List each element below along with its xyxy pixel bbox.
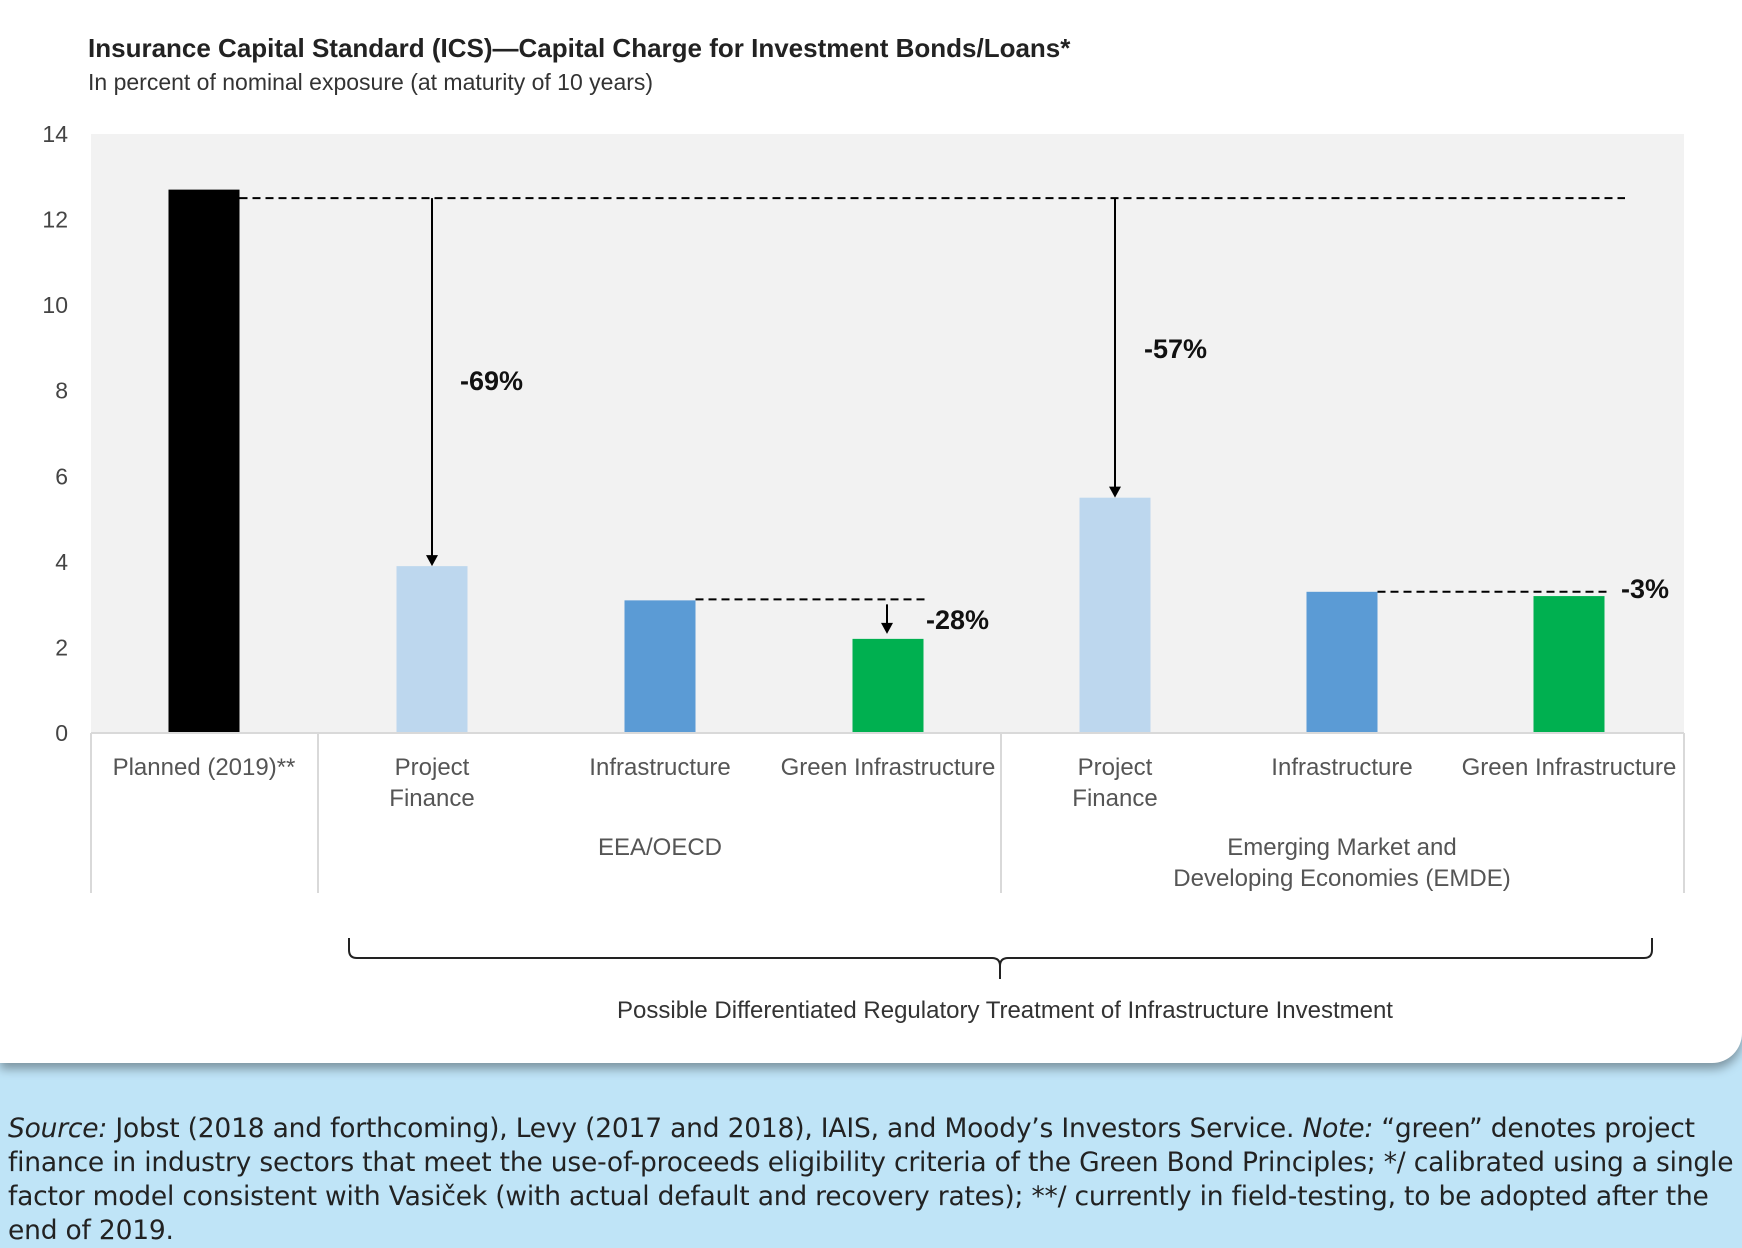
y-tick-label: 12 bbox=[42, 207, 68, 233]
annotation-label: -57% bbox=[1144, 334, 1207, 364]
bar bbox=[396, 566, 468, 733]
bracket-label: Possible Differentiated Regulatory Treat… bbox=[617, 997, 1393, 1024]
annotation-label: -28% bbox=[926, 605, 989, 635]
x-tick-label: Infrastructure bbox=[589, 754, 730, 781]
plot-area bbox=[91, 134, 1684, 733]
chart-card: Insurance Capital Standard (ICS)—Capital… bbox=[0, 0, 1742, 1063]
source-text: Jobst (2018 and forthcoming), Levy (2017… bbox=[107, 1113, 1303, 1144]
arrow-eea-project-finance-head bbox=[426, 555, 438, 567]
arrow-emde-project-finance-head bbox=[1109, 486, 1121, 498]
source-note: Source: Jobst (2018 and forthcoming), Le… bbox=[8, 1112, 1738, 1248]
x-tick-label: Green Infrastructure bbox=[781, 754, 996, 781]
y-tick-label: 14 bbox=[42, 121, 68, 147]
y-tick-label: 6 bbox=[55, 463, 68, 489]
bar bbox=[624, 600, 696, 733]
x-tick-label: Project Finance bbox=[1072, 754, 1157, 812]
source-label: Source: bbox=[8, 1113, 108, 1144]
bar bbox=[168, 189, 240, 733]
x-tick-label: Project Finance bbox=[389, 754, 474, 812]
y-tick-label: 2 bbox=[55, 634, 68, 660]
y-tick-label: 10 bbox=[42, 292, 68, 318]
bar bbox=[1306, 591, 1378, 733]
bracket-brace bbox=[348, 938, 1653, 979]
chart-title: Insurance Capital Standard (ICS)—Capital… bbox=[88, 33, 1071, 63]
y-tick-label: 4 bbox=[55, 549, 68, 575]
annotation-label: -3% bbox=[1621, 574, 1669, 604]
y-tick-label: 0 bbox=[55, 720, 68, 746]
chart-svg: Insurance Capital Standard (ICS)—Capital… bbox=[42, 33, 1685, 1024]
bar bbox=[1079, 497, 1151, 733]
y-tick-label: 8 bbox=[55, 378, 68, 404]
chart-subtitle: In percent of nominal exposure (at matur… bbox=[88, 69, 653, 95]
group-label: EEA/OECD bbox=[598, 834, 722, 861]
arrow-eea-green-head bbox=[881, 622, 893, 634]
note-label: Note: bbox=[1302, 1113, 1374, 1144]
x-tick-label: Planned (2019)** bbox=[113, 754, 296, 781]
group-label: Emerging Market and Developing Economies … bbox=[1173, 834, 1510, 892]
annotation-label: -69% bbox=[460, 366, 523, 396]
bar bbox=[852, 638, 924, 733]
x-tick-label: Green Infrastructure bbox=[1462, 754, 1677, 781]
x-tick-label: Infrastructure bbox=[1271, 754, 1412, 781]
bar bbox=[1533, 596, 1605, 733]
note-text: “green” denotes project finance in indus… bbox=[8, 1113, 1734, 1246]
